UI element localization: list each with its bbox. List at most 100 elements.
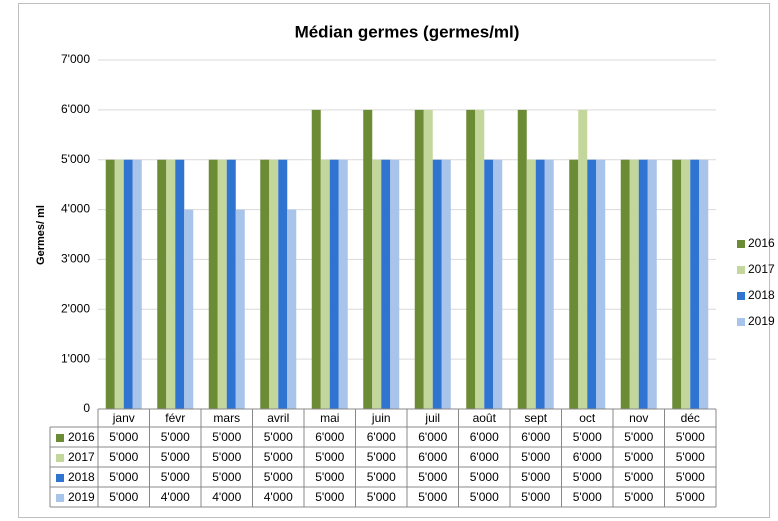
table-cell: 5'000 xyxy=(676,470,705,484)
table-cell: 5'000 xyxy=(161,450,190,464)
table-cell: 5'000 xyxy=(470,490,499,504)
table-cell: 5'000 xyxy=(521,490,550,504)
table-key xyxy=(56,474,64,482)
y-tick-label: 6'000 xyxy=(61,102,90,116)
y-axis-label: Germes/ ml xyxy=(35,205,47,265)
x-tick-label: sept xyxy=(524,411,547,425)
y-tick-label: 5'000 xyxy=(61,152,90,166)
bar xyxy=(320,159,330,409)
table-cell: 6'000 xyxy=(367,430,396,444)
bar xyxy=(647,159,657,409)
bar xyxy=(620,159,630,409)
bar xyxy=(681,159,691,409)
table-cell: 5'000 xyxy=(573,490,602,504)
table-cell: 5'000 xyxy=(109,450,138,464)
bar xyxy=(672,159,682,409)
bar xyxy=(123,159,133,409)
bar xyxy=(535,159,545,409)
bar xyxy=(278,159,288,409)
x-tick-label: mai xyxy=(320,411,339,425)
x-tick-label: févr xyxy=(165,411,185,425)
bar xyxy=(587,159,597,409)
table-cell: 6'000 xyxy=(315,430,344,444)
bar xyxy=(578,109,588,409)
table-cell: 5'000 xyxy=(367,470,396,484)
table-cell: 5'000 xyxy=(418,470,447,484)
table-cell: 5'000 xyxy=(676,450,705,464)
bar xyxy=(629,159,639,409)
bar xyxy=(105,159,115,409)
table-cell: 5'000 xyxy=(264,430,293,444)
bar xyxy=(699,159,709,409)
bar xyxy=(226,159,236,409)
x-tick-label: janv xyxy=(112,411,135,425)
table-cell: 5'000 xyxy=(521,450,550,464)
table-cell: 5'000 xyxy=(624,450,653,464)
bar xyxy=(338,159,348,409)
x-tick-label: déc xyxy=(681,411,700,425)
table-key xyxy=(56,454,64,462)
bar xyxy=(475,109,485,409)
bar xyxy=(166,159,176,409)
table-cell: 5'000 xyxy=(212,470,241,484)
bar xyxy=(269,159,279,409)
bar xyxy=(517,109,527,409)
table-cell: 5'000 xyxy=(676,430,705,444)
table-cell: 4'000 xyxy=(264,490,293,504)
bar xyxy=(493,159,503,409)
table-key xyxy=(56,434,64,442)
bar xyxy=(596,159,606,409)
bar xyxy=(381,159,391,409)
table-cell: 5'000 xyxy=(212,430,241,444)
table-cell: 5'000 xyxy=(521,470,550,484)
table-cell: 5'000 xyxy=(418,490,447,504)
y-tick-label: 3'000 xyxy=(61,252,90,266)
legend-label: 2018 xyxy=(748,288,775,302)
table-cell: 5'000 xyxy=(315,450,344,464)
bar xyxy=(544,159,554,409)
legend-swatch xyxy=(737,318,745,326)
table-row-header: 2017 xyxy=(68,450,95,464)
bar xyxy=(432,159,442,409)
table-cell: 6'000 xyxy=(470,430,499,444)
table-key xyxy=(56,494,64,502)
bar xyxy=(690,159,700,409)
table-cell: 5'000 xyxy=(264,450,293,464)
table-row-header: 2018 xyxy=(68,470,95,484)
table-cell: 6'000 xyxy=(573,450,602,464)
table-cell: 5'000 xyxy=(624,470,653,484)
bar xyxy=(423,109,433,409)
bar xyxy=(114,159,124,409)
table-cell: 5'000 xyxy=(367,490,396,504)
bar xyxy=(157,159,167,409)
table-cell: 6'000 xyxy=(521,430,550,444)
legend-swatch xyxy=(737,266,745,274)
y-tick-label: 0 xyxy=(83,401,90,415)
bar xyxy=(441,159,451,409)
bar xyxy=(311,109,321,409)
table-cell: 5'000 xyxy=(161,470,190,484)
table-cell: 5'000 xyxy=(676,490,705,504)
bar xyxy=(414,109,424,409)
table-cell: 5'000 xyxy=(315,470,344,484)
x-tick-label: août xyxy=(473,411,497,425)
legend-label: 2019 xyxy=(748,314,775,328)
y-tick-label: 7'000 xyxy=(61,52,90,66)
bar xyxy=(175,159,185,409)
bar xyxy=(217,159,227,409)
table-cell: 5'000 xyxy=(624,490,653,504)
bar xyxy=(260,159,270,409)
table-cell: 5'000 xyxy=(573,430,602,444)
bar xyxy=(184,209,194,409)
bar xyxy=(208,159,218,409)
table-cell: 4'000 xyxy=(212,490,241,504)
bar xyxy=(390,159,400,409)
y-tick-label: 4'000 xyxy=(61,202,90,216)
table-cell: 5'000 xyxy=(573,470,602,484)
chart-title: Médian germes (germes/ml) xyxy=(295,22,520,41)
bar xyxy=(363,109,373,409)
bar xyxy=(132,159,142,409)
x-tick-label: juin xyxy=(371,411,391,425)
bar xyxy=(329,159,339,409)
